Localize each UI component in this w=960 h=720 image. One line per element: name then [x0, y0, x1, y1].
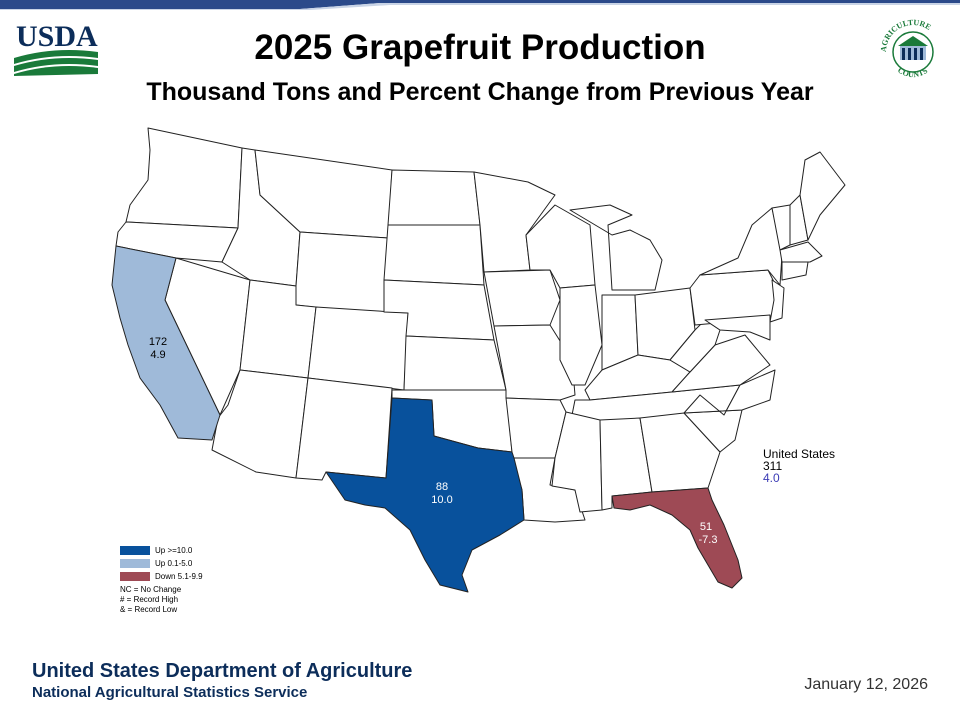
state-north-carolina: [683, 369, 776, 416]
svg-text:USDA: USDA: [16, 20, 98, 53]
texas-production-label: 88: [436, 481, 448, 493]
legend-label: Down 5.1-9.9: [155, 571, 203, 581]
state-illinois: [559, 284, 603, 386]
footer-agency: National Agricultural Statistics Service: [32, 684, 308, 701]
legend-swatch: [120, 558, 150, 568]
state-new-jersey: [769, 279, 785, 323]
legend-label: Up 0.1-5.0: [155, 558, 193, 568]
us-total-production: 311: [763, 459, 783, 473]
texas-change-label: 10.0: [431, 494, 452, 506]
legend-swatch: [120, 545, 150, 555]
state-florida: [611, 487, 743, 589]
legend-item-down-5-10: Down 5.1-9.9: [120, 570, 203, 582]
legend-notes: NC = No Change # = Record High & = Recor…: [120, 585, 203, 615]
map-legend: Up >=10.0 Up 0.1-5.0 Down 5.1-9.9 NC = N…: [120, 544, 203, 615]
us-total-label: United States: [763, 447, 836, 461]
usda-logo: USDA: [14, 20, 98, 76]
legend-item-up-0-5: Up 0.1-5.0: [120, 557, 203, 569]
state-maine: [799, 151, 846, 241]
state-washington: [125, 127, 243, 229]
state-massachusetts: [779, 241, 823, 263]
florida-change-label: -7.3: [699, 534, 718, 546]
state-kansas: [403, 335, 507, 391]
state-new-mexico: [295, 377, 393, 481]
state-south-dakota: [383, 224, 485, 286]
agriculture-counts-seal: AGRICULTURE COUNTS: [879, 18, 934, 80]
footer-date: January 12, 2026: [804, 676, 928, 693]
us-total: United States 311 4.0: [763, 448, 835, 484]
state-michigan: [569, 204, 663, 291]
legend-note-record-high: # = Record High: [120, 595, 179, 604]
legend-note-no-change: NC = No Change: [120, 585, 182, 594]
us-total-change: 4.0: [763, 471, 780, 485]
state-texas: [325, 397, 525, 593]
state-colorado: [307, 306, 409, 391]
state-iowa: [483, 269, 561, 327]
state-north-dakota: [387, 169, 481, 226]
state-connecticut: [781, 261, 809, 281]
state-california: [111, 245, 221, 441]
footer-department: United States Department of Agriculture: [32, 660, 413, 682]
legend-item-up-10: Up >=10.0: [120, 544, 203, 556]
legend-note-record-low: & = Record Low: [120, 605, 178, 614]
svg-text:COUNTS: COUNTS: [896, 66, 930, 80]
legend-label: Up >=10.0: [155, 545, 193, 555]
state-missouri: [493, 324, 576, 401]
top-decorative-band: [0, 0, 960, 10]
page-subtitle: Thousand Tons and Percent Change from Pr…: [146, 78, 814, 106]
legend-swatch: [120, 571, 150, 581]
california-production-label: 172: [149, 336, 167, 348]
state-georgia: [639, 412, 721, 493]
state-maryland: [704, 314, 771, 341]
california-change-label: 4.9: [150, 349, 165, 361]
state-wyoming: [295, 231, 389, 316]
florida-production-label: 51: [700, 521, 712, 533]
page-title: 2025 Grapefruit Production: [254, 28, 706, 67]
